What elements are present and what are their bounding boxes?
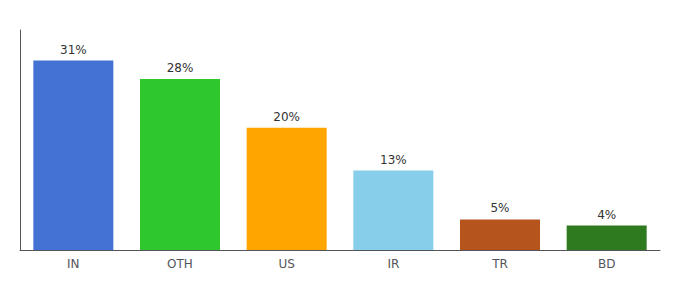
svg-text:BD: BD <box>598 257 615 271</box>
svg-text:13%: 13% <box>380 153 407 167</box>
svg-text:US: US <box>278 257 294 271</box>
svg-text:IN: IN <box>67 257 80 271</box>
svg-text:4%: 4% <box>597 208 616 222</box>
svg-text:20%: 20% <box>273 110 300 124</box>
svg-text:28%: 28% <box>167 61 194 75</box>
svg-text:TR: TR <box>491 257 508 271</box>
svg-text:31%: 31% <box>60 43 87 57</box>
svg-text:OTH: OTH <box>167 257 193 271</box>
svg-text:IR: IR <box>387 257 399 271</box>
svg-text:5%: 5% <box>490 201 509 215</box>
